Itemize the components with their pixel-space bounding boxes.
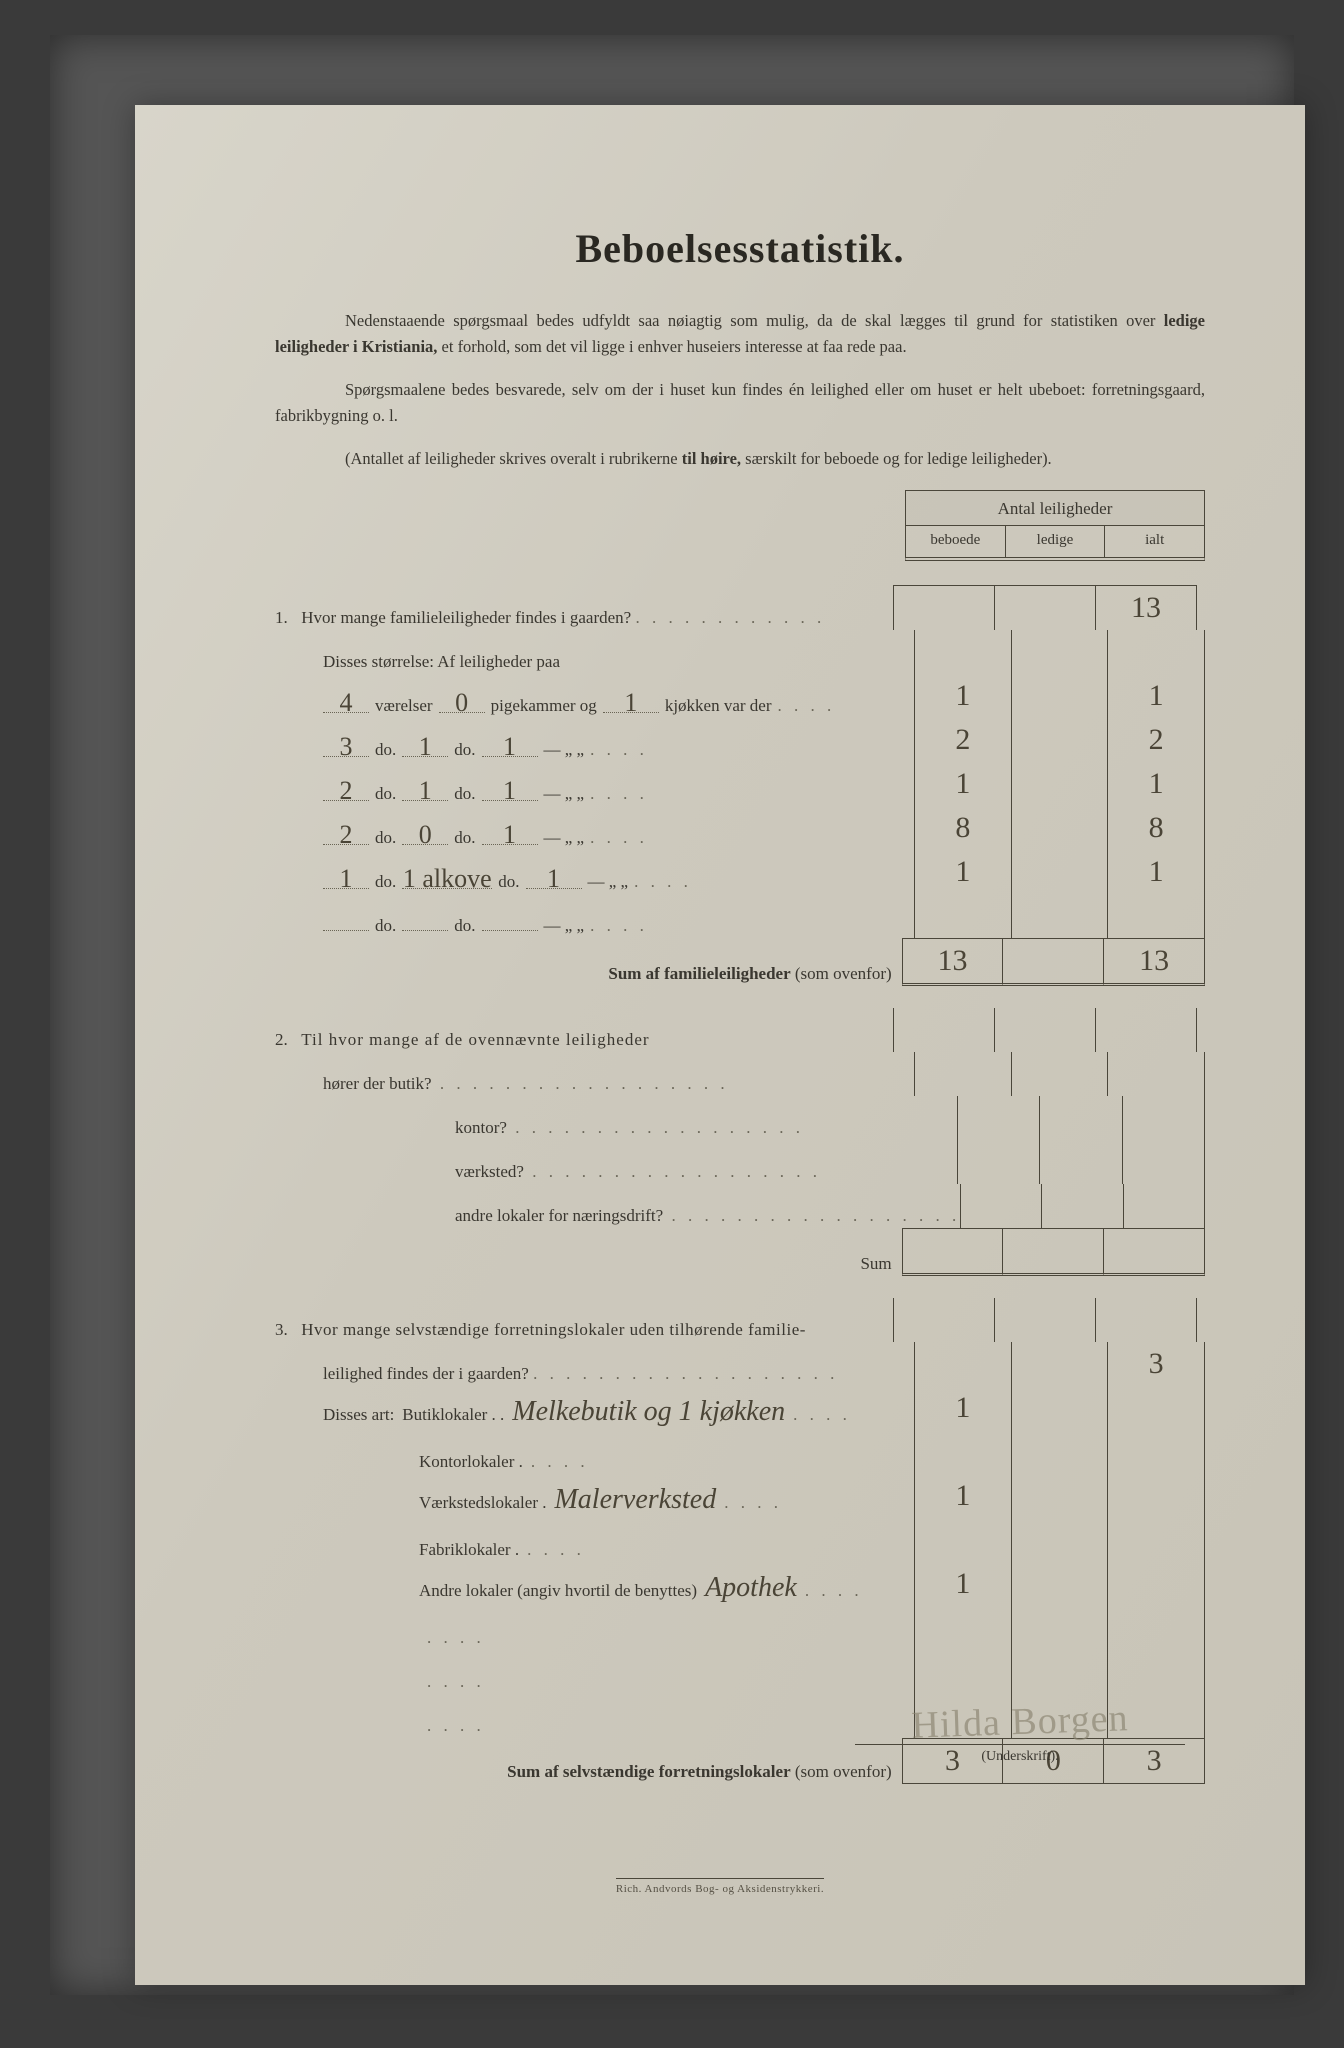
q3-lead2: leilighed findes der i gaarden? . . . . … [275,1342,1205,1386]
intro-p2: Spørgsmaalene bedes besvarede, selv om d… [275,380,1205,425]
intro-p3c: særskilt for beboede og for ledige leili… [741,449,1052,468]
intro-paragraph-3: (Antallet af leiligheder skrives overalt… [275,446,1205,472]
q1-row: 1. Hvor mange familieleiligheder findes … [275,585,1205,630]
main-table: Antal leiligheder beboede ledige ialt 1.… [275,490,1205,1784]
q1-label: 1. Hvor mange familieleiligheder findes … [275,608,893,630]
document-content: Beboelsesstatistik. Nedenstaaende spørgs… [275,225,1205,1784]
document-paper: Beboelsesstatistik. Nedenstaaende spørgs… [135,105,1305,1985]
q3-row: Disses art:Butiklokaler . .Melkebutik og… [275,1386,1205,1430]
intro-p3b: til høire, [682,449,741,468]
q1-i: 13 [1096,585,1197,630]
q1-b [893,585,995,630]
intro-paragraph-2: Spørgsmaalene bedes besvarede, selv om d… [275,377,1205,428]
signature-block: Hilda Borgen (Underskrift). [855,1700,1185,1765]
q1-size-row: 4værelser0pigekammer og1kjøkken var der … [275,674,1205,718]
q1-size-row: 2do.1do.1— „ „ . . . .11 [275,762,1205,806]
q1-sum: Sum af familieleiligheder (som ovenfor) … [275,938,1205,986]
intro-paragraph-1: Nedenstaaende spørgsmaal bedes udfyldt s… [275,308,1205,359]
q3-row: . . . . [275,1650,1205,1694]
q3-row: . . . . [275,1606,1205,1650]
q2-lead: 2. Til hvor mange af de ovennævnte leili… [275,1008,1205,1052]
q1-l [995,585,1096,630]
table-rows: 1. Hvor mange familieleiligheder findes … [275,490,1205,1784]
q2-row: andre lokaler for næringsdrift? . . . . … [275,1184,1205,1228]
intro-p1a: Nedenstaaende spørgsmaal bedes udfyldt s… [345,311,1164,330]
signature-name: Hilda Borgen [854,1694,1185,1749]
q3-row: Værkstedslokaler .Malerverksted . . . .1 [275,1474,1205,1518]
scan-frame: Beboelsesstatistik. Nedenstaaende spørgs… [50,35,1294,1995]
printer-imprint: Rich. Andvords Bog- og Aksidenstrykkeri. [135,1883,1305,1895]
q2-row: værksted? . . . . . . . . . . . . . . . … [275,1140,1205,1184]
q3-lead1: 3. Hvor mange selvstændige forretningslo… [275,1298,1205,1342]
q1-subhead: Disses størrelse: Af leiligheder paa [275,630,1205,674]
q2-row: hører der butik? . . . . . . . . . . . .… [275,1052,1205,1096]
q3-row: Andre lokaler (angiv hvortil de benyttes… [275,1562,1205,1606]
q3-row: Kontorlokaler . . . . . [275,1430,1205,1474]
q2-row: kontor? . . . . . . . . . . . . . . . . … [275,1096,1205,1140]
page-title: Beboelsesstatistik. [275,225,1205,272]
q1-size-row: 2do.0do.1— „ „ . . . .88 [275,806,1205,850]
q1-size-row: 3do.1do.1— „ „ . . . .22 [275,718,1205,762]
intro-p3a: (Antallet af leiligheder skrives overalt… [345,449,682,468]
q3-row: Fabriklokaler . . . . . [275,1518,1205,1562]
q1-size-row: 1do.1 alkovedo.1— „ „ . . . .11 [275,850,1205,894]
intro-p1c: et forhold, som det vil ligge i enhver h… [437,337,906,356]
q2-sum: Sum [275,1228,1205,1276]
q1-size-row: do.do.— „ „ . . . . [275,894,1205,938]
